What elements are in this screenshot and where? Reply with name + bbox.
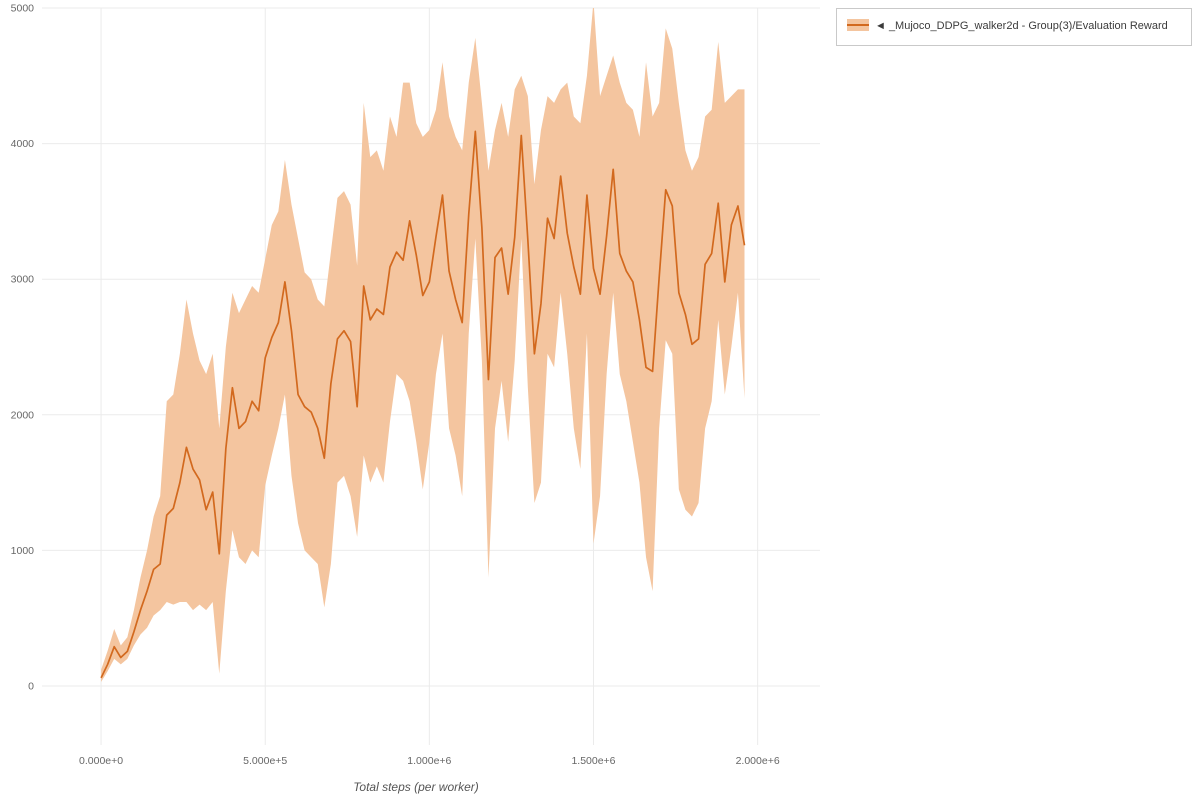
svg-text:5000: 5000 <box>11 3 35 15</box>
svg-text:0: 0 <box>28 681 34 693</box>
legend-label: ◄ _Mujoco_DDPG_walker2d - Group(3)/Evalu… <box>875 20 1168 32</box>
svg-text:2000: 2000 <box>11 409 35 421</box>
x-axis-label: Total steps (per worker) <box>353 780 479 794</box>
svg-text:3000: 3000 <box>11 274 35 286</box>
svg-text:1000: 1000 <box>11 545 35 557</box>
legend-line-swatch-icon <box>847 24 869 26</box>
evaluation-reward-chart[interactable]: 0 1000 2000 3000 4000 5000 0.000e+0 5.000e+5 1.0… <box>0 0 832 800</box>
svg-text:0.000e+0: 0.000e+0 <box>79 755 123 767</box>
svg-text:4000: 4000 <box>11 138 35 150</box>
svg-text:2.000e+6: 2.000e+6 <box>736 755 780 767</box>
svg-text:5.000e+5: 5.000e+5 <box>243 755 287 767</box>
plot-svg[interactable]: 0 1000 2000 3000 4000 5000 0.000e+0 5.000e+5 1.0… <box>0 0 832 775</box>
legend[interactable]: ◄ _Mujoco_DDPG_walker2d - Group(3)/Evalu… <box>836 8 1192 46</box>
legend-band-swatch-icon <box>847 19 869 31</box>
svg-text:1.000e+6: 1.000e+6 <box>407 755 451 767</box>
svg-text:1.500e+6: 1.500e+6 <box>571 755 615 767</box>
